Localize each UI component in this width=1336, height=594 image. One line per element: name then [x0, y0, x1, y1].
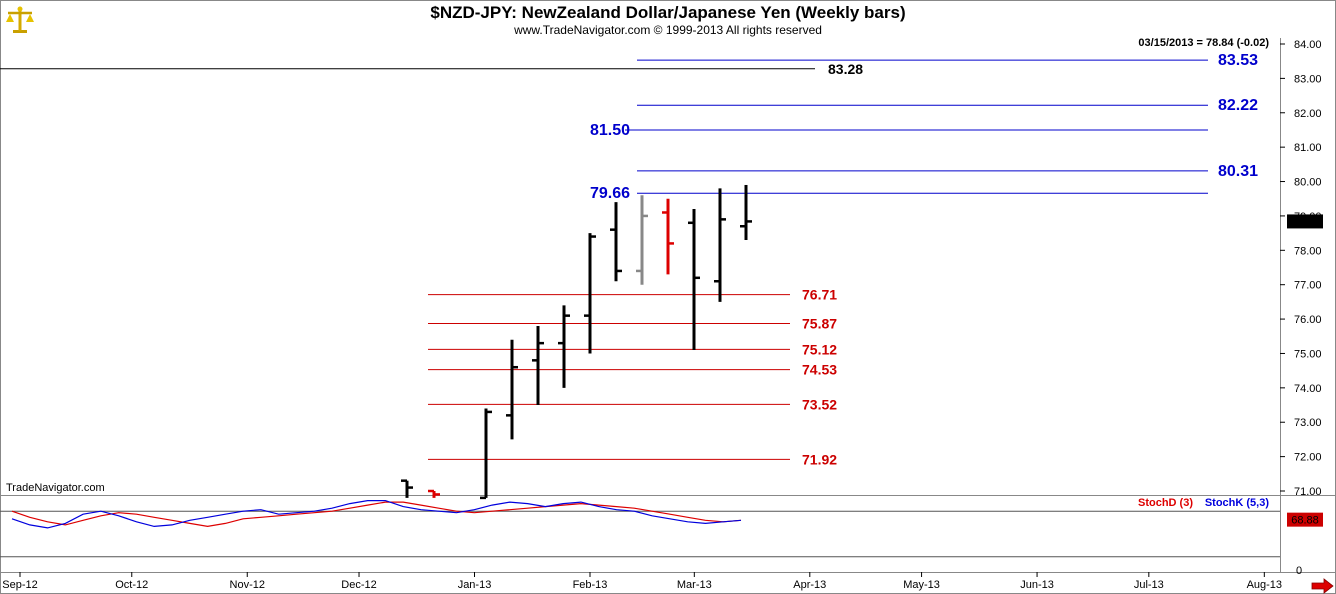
ohlc-bar: [401, 479, 413, 498]
copyright: www.TradeNavigator.com © 1999-2013 All r…: [513, 23, 822, 37]
x-tick-label: Apr-13: [793, 579, 826, 591]
y-tick-label: 80.00: [1294, 177, 1322, 189]
y-tick-label: 76.00: [1294, 314, 1322, 326]
stoch-value-tag: [1287, 512, 1323, 527]
ohlc-bar: [532, 325, 544, 406]
ohlc-bar: [610, 202, 622, 282]
level-label: 73.52: [802, 396, 837, 412]
level-label: 82.22: [1218, 97, 1258, 114]
x-tick-label: Mar-13: [677, 579, 712, 591]
stoch-k-legend: StochK (5,3): [1205, 497, 1270, 509]
y-tick-label: 71.00: [1294, 486, 1322, 498]
y-tick-label: 78.00: [1294, 245, 1322, 257]
y-tick-label: 74.00: [1294, 383, 1322, 395]
x-tick-label: Jul-13: [1134, 579, 1164, 591]
y-tick-label: 77.00: [1294, 280, 1322, 292]
x-tick-label: Sep-12: [2, 579, 37, 591]
ohlc-bar: [636, 195, 648, 285]
ohlc-bar: [428, 489, 440, 498]
ohlc-bar: [714, 188, 726, 302]
y-tick-label: 82.00: [1294, 108, 1322, 120]
level-label: 79.66: [590, 185, 630, 202]
watermark: TradeNavigator.com: [6, 482, 105, 494]
y-tick-label: 84.00: [1294, 39, 1322, 51]
y-tick-label: 75.00: [1294, 348, 1322, 360]
y-tick-label: 81.00: [1294, 142, 1322, 154]
x-tick-label: Jan-13: [458, 579, 492, 591]
x-tick-label: Oct-12: [115, 579, 148, 591]
x-tick-label: Nov-12: [230, 579, 265, 591]
level-label: 71.92: [802, 451, 837, 467]
ohlc-bar: [662, 198, 674, 275]
ohlc-bar: [558, 305, 570, 388]
level-label: 81.50: [590, 122, 630, 139]
x-tick-label: Dec-12: [341, 579, 376, 591]
ohlc-bar: [584, 233, 596, 354]
x-tick-label: May-13: [903, 579, 940, 591]
level-label: 83.28: [828, 61, 863, 77]
y-tick-label: 72.00: [1294, 452, 1322, 464]
level-label: 83.53: [1218, 52, 1258, 69]
last-quote: 03/15/2013 = 78.84 (-0.02): [1138, 37, 1269, 49]
level-label: 76.71: [802, 287, 837, 303]
ohlc-bar: [688, 209, 700, 351]
scroll-right-arrow-icon[interactable]: [1311, 578, 1334, 594]
x-tick-label: Aug-13: [1247, 579, 1282, 591]
x-tick-label: Feb-13: [573, 579, 608, 591]
y-tick-label: 73.00: [1294, 417, 1322, 429]
level-label: 80.31: [1218, 163, 1258, 180]
x-tick-label: Jun-13: [1020, 579, 1054, 591]
y-tick-label: 83.00: [1294, 73, 1322, 85]
ohlc-bar: [506, 339, 518, 440]
stoch-series-line: [11, 501, 742, 528]
last-price-label: 78.84: [1291, 216, 1319, 228]
level-label: 74.53: [802, 362, 837, 378]
ohlc-bar: [480, 408, 492, 500]
stoch-series-line: [11, 500, 742, 529]
level-label: 75.87: [802, 316, 837, 332]
scales-logo-icon: [6, 6, 34, 33]
level-label: 75.12: [802, 341, 837, 357]
stoch-zero-label: 0: [1296, 565, 1302, 577]
chart-title: $NZD-JPY: NewZealand Dollar/Japanese Yen…: [430, 3, 905, 22]
stoch-d-legend: StochD (3): [1138, 497, 1193, 509]
stoch-value-label: 68.88: [1291, 515, 1319, 527]
last-price-tag: [1287, 214, 1323, 229]
ohlc-bar: [740, 184, 752, 240]
